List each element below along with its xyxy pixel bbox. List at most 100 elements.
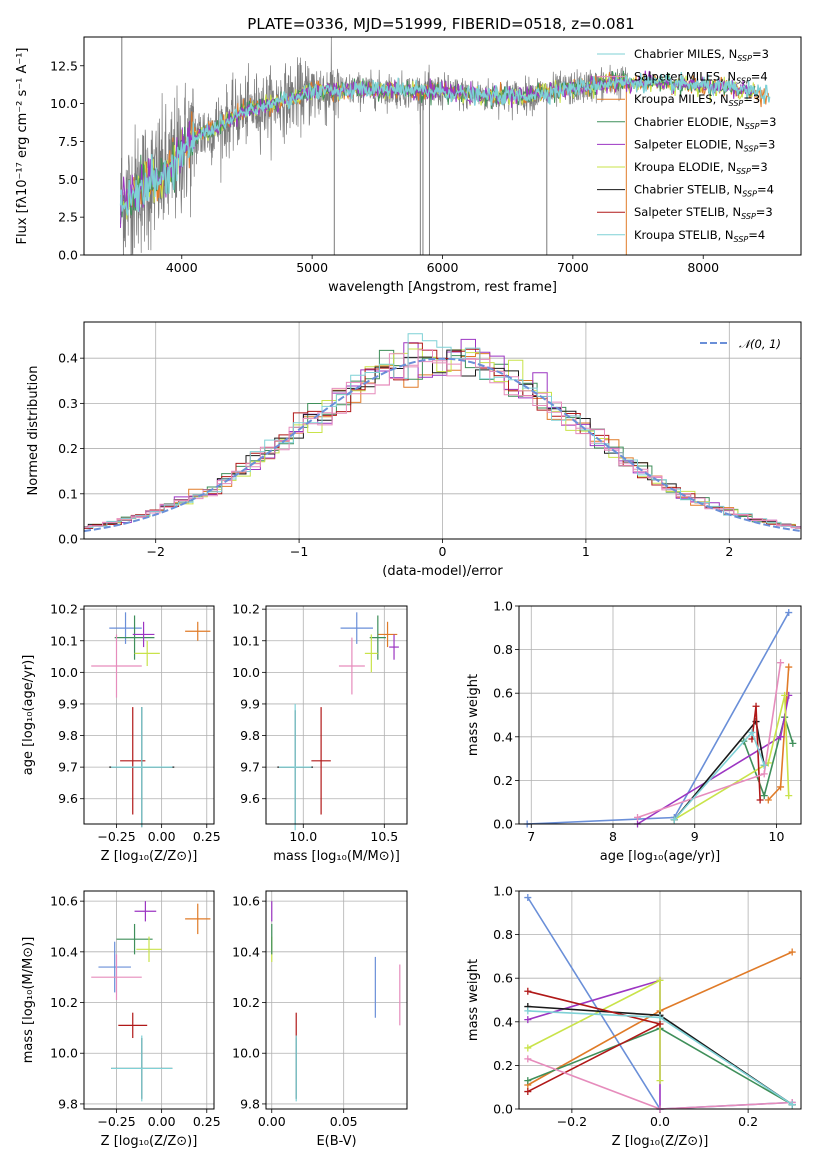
- weight-marker: [656, 976, 664, 984]
- y-tick-label: 0.2: [58, 441, 78, 456]
- y-tick-label: 9.8: [58, 1096, 78, 1111]
- observed-spectrum: [120, 37, 628, 255]
- y-tick-label: 0.6: [493, 971, 513, 986]
- y-tick-label: 9.8: [240, 728, 260, 743]
- y-tick-label: 10.0: [50, 96, 78, 111]
- axes-frame: [83, 321, 802, 540]
- y-tick-label: 1.0: [493, 599, 513, 614]
- y-tick-label: 10.2: [232, 602, 260, 617]
- y-tick-label: 0.4: [493, 729, 513, 744]
- y-tick-label: 0.1: [58, 486, 78, 501]
- x-tick-label: 7000: [557, 260, 589, 275]
- legend-label: Kroupa STELIB, N: [634, 228, 734, 242]
- x-tick-label: 2: [725, 544, 733, 559]
- y-axis-label: mass [log₁₀(M/M⊙)]: [21, 937, 36, 1064]
- legend-value: =3: [756, 205, 773, 219]
- mass-vs-ebv-panel: 0.00 0.05 9.8 10.0 10.2 10.4 10.6 E(B-V): [232, 890, 408, 1149]
- weight-marker: [764, 796, 772, 804]
- legend-entry: Salpeter ELODIE, NSSP=3: [634, 137, 775, 153]
- y-tick-label: 9.9: [58, 696, 78, 711]
- y-tick-label: 10.1: [232, 633, 260, 648]
- legend-subscript: SSP: [734, 235, 749, 244]
- legend-subscript: SSP: [729, 99, 744, 108]
- legend-label: Salpeter STELIB, N: [634, 205, 741, 219]
- weight-marker: [524, 1007, 532, 1015]
- weight-series: [673, 695, 790, 821]
- x-axis-label: Z [log₁₀(Z/Z⊙)]: [612, 1134, 709, 1149]
- weight-marker: [788, 1101, 796, 1109]
- x-axis-label: age [log₁₀(age/yr)]: [600, 849, 721, 864]
- weight-marker: [777, 659, 785, 667]
- legend-value: =3: [760, 115, 777, 129]
- y-axis-label: Flux [fλ10⁻¹⁷ erg cm⁻² s⁻¹ A⁻¹]: [15, 48, 30, 245]
- weight-marker: [524, 1077, 532, 1085]
- y-axis-label: mass weight: [466, 959, 481, 1041]
- legend-entry: Salpeter MILES, NSSP=4: [634, 70, 768, 86]
- y-tick-label: 0.4: [58, 351, 78, 366]
- weight-marker: [656, 1077, 664, 1085]
- x-tick-label: −0.25: [97, 1114, 135, 1129]
- y-tick-label: 9.8: [240, 1096, 260, 1111]
- y-tick-label: 0.8: [493, 927, 513, 942]
- legend-subscript: SSP: [741, 212, 756, 221]
- axes-frame: [518, 605, 802, 825]
- y-tick-label: 0.8: [493, 642, 513, 657]
- errorbars: [91, 901, 211, 1102]
- y-tick-label: 0.4: [493, 1014, 513, 1029]
- weight-marker: [788, 948, 796, 956]
- weight-vs-z-panel: −0.2 0.0 0.2 0.0 0.2 0.4 0.6 0.8 1.0 Z [log₁₀(Z/Z…: [466, 884, 802, 1149]
- legend-label: Chabrier MILES, N: [634, 47, 737, 61]
- y-tick-label: 0.0: [58, 248, 78, 263]
- y-tick-label: 10.1: [50, 633, 78, 648]
- weight-marker: [656, 1013, 664, 1021]
- weight-marker: [789, 739, 797, 747]
- y-tick-label: 9.8: [58, 728, 78, 743]
- x-tick-label: 10.0: [289, 829, 317, 844]
- legend-value: =4: [748, 228, 765, 242]
- y-tick-label: 1.0: [493, 884, 513, 899]
- weight-series: [673, 730, 765, 821]
- histogram-0: [84, 358, 801, 529]
- spectrum-panel: 4000 5000 6000 7000 8000 0.0 2.5 5.0 7.5 10.0 12.5…: [15, 36, 802, 295]
- legend-value: =4: [757, 183, 774, 197]
- weight-marker: [781, 691, 789, 699]
- legend-entry: Chabrier ELODIE, NSSP=3: [634, 115, 776, 131]
- y-tick-label: 10.0: [232, 1046, 260, 1061]
- legend-value: =3: [758, 137, 775, 151]
- x-tick-label: 4000: [166, 260, 198, 275]
- x-tick-label: 10.5: [370, 829, 398, 844]
- legend-subscript: SSP: [736, 77, 751, 86]
- weight-marker: [760, 792, 768, 800]
- mass-vs-z-panel: −0.25 0.00 0.25 9.8 10.0 10.2 10.4 10.6 Z [log₁₀…: [21, 890, 221, 1149]
- y-tick-label: 0.2: [493, 1058, 513, 1073]
- y-tick-label: 5.0: [58, 172, 78, 187]
- weight-marker: [670, 816, 678, 824]
- age-vs-mass-panel: 10.0 10.5 9.6 9.7 9.8 9.9 10.0 10.1 10.2 mass [lo…: [232, 602, 408, 864]
- x-tick-label: 6000: [427, 260, 459, 275]
- x-tick-label: 9: [691, 829, 699, 844]
- y-tick-label: 0.0: [493, 817, 513, 832]
- x-tick-label: 10: [769, 829, 785, 844]
- y-tick-label: 0.0: [493, 1102, 513, 1117]
- weight-lines: [524, 894, 796, 1113]
- x-tick-label: 0.00: [148, 829, 176, 844]
- weight-marker: [785, 792, 793, 800]
- legend-value: =3: [751, 160, 768, 174]
- y-axis-label: age [log₁₀(age/yr)]: [21, 655, 36, 776]
- normal-curve: [84, 357, 801, 533]
- legend-subscript: SSP: [736, 167, 751, 176]
- x-tick-label: 8000: [687, 260, 719, 275]
- y-axis-label: Normed distribution: [26, 366, 41, 496]
- x-axis-label: mass [log₁₀(M/M⊙)]: [273, 849, 400, 864]
- y-tick-label: 10.4: [50, 944, 78, 959]
- y-tick-label: 10.0: [50, 1046, 78, 1061]
- legend-entry: Chabrier MILES, NSSP=3: [634, 47, 769, 63]
- x-tick-label: 0: [439, 544, 447, 559]
- x-tick-label: 7: [527, 829, 535, 844]
- legend-entry: Kroupa ELODIE, NSSP=3: [634, 160, 768, 176]
- histograms: [84, 333, 801, 533]
- y-tick-label: 10.2: [232, 995, 260, 1010]
- histogram-7: [84, 349, 801, 529]
